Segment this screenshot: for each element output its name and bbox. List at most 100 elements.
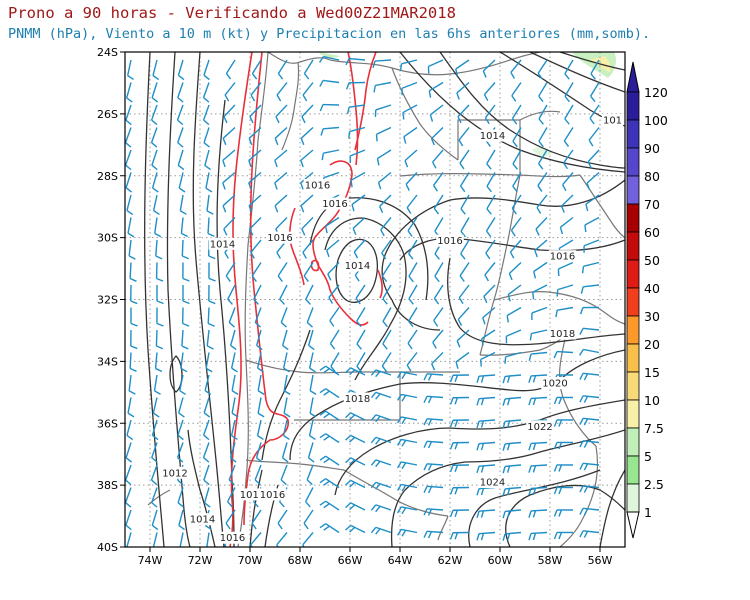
wind-barb	[460, 194, 470, 210]
wind-barb-feather	[502, 398, 506, 406]
wind-barb	[530, 396, 548, 400]
wind-barb	[206, 194, 210, 211]
wind-barb	[180, 352, 184, 369]
wind-barb-feather	[156, 300, 164, 305]
wind-barb-feather	[423, 373, 428, 381]
wind-barb-feather	[370, 369, 377, 376]
wind-barb	[375, 504, 392, 511]
wind-barb	[327, 262, 340, 275]
wind-barb-feather	[319, 455, 327, 461]
wind-barb-feather	[274, 182, 278, 190]
wind-barb	[307, 329, 314, 346]
wind-barb	[126, 419, 132, 436]
wind-barb	[455, 351, 470, 363]
wind-barb	[206, 532, 210, 547]
wind-barb-feather	[579, 485, 584, 493]
wind-barb	[587, 149, 600, 163]
wind-barb	[504, 419, 522, 423]
wind-barb	[583, 348, 600, 354]
isobar-label-bg	[258, 488, 287, 501]
wind-barb-feather	[151, 457, 158, 463]
isobar-label: 1014	[190, 515, 215, 526]
wind-barb	[125, 172, 132, 188]
wind-barb-feather	[127, 232, 135, 238]
precipitation-area	[318, 52, 340, 58]
wind-barb	[407, 217, 418, 232]
wind-barb	[202, 442, 210, 458]
wind-barb	[125, 104, 132, 121]
wind-barb	[401, 461, 418, 466]
wind-barb-feather	[456, 340, 461, 348]
wind-barb	[256, 419, 262, 436]
wind-barb-feather	[581, 266, 585, 274]
wind-barb	[504, 396, 522, 400]
wind-barb-feather	[250, 94, 256, 102]
wind-barb	[583, 417, 600, 421]
wind-barb-feather	[553, 397, 558, 405]
wind-barb-feather	[381, 365, 388, 372]
wind-barb	[557, 306, 574, 311]
lon-tick-label: 68W	[288, 554, 313, 567]
wind-barb-feather	[560, 205, 565, 213]
wind-barb	[564, 82, 574, 97]
wind-barb-feather	[502, 466, 506, 474]
wind-barb	[125, 487, 132, 503]
wind-barb-feather	[480, 338, 484, 346]
wind-barb	[480, 351, 496, 361]
wind-barb-feather	[423, 463, 428, 471]
wind-barb-feather	[274, 205, 279, 213]
wind-barb	[151, 82, 158, 98]
wind-barb	[325, 523, 340, 534]
wind-barb-feather	[249, 228, 254, 236]
wind-barb	[426, 418, 444, 421]
colorbar-swatch	[626, 259, 640, 289]
wind-barb-feather	[323, 435, 330, 441]
wind-barb	[308, 352, 314, 369]
wind-barb-feather	[579, 373, 584, 380]
wind-barb-feather	[177, 142, 184, 148]
wind-barb-feather	[429, 114, 434, 122]
wind-barb	[531, 329, 548, 335]
wind-barb-feather	[224, 252, 229, 259]
colorbar-label: 60	[644, 225, 660, 240]
wind-barb-feather	[553, 351, 558, 359]
wind-barb	[203, 127, 210, 143]
wind-barb-feather	[408, 275, 414, 283]
wind-barb	[561, 194, 574, 207]
wind-barb	[151, 487, 158, 503]
wind-barb-feather	[449, 532, 454, 540]
wind-barb	[531, 351, 548, 355]
wind-barb-feather	[177, 74, 185, 81]
wind-barb	[323, 171, 340, 179]
wind-barb-feather	[276, 544, 279, 547]
wind-barb	[281, 442, 288, 459]
wind-barb-feather	[449, 419, 454, 428]
wind-barb	[478, 509, 496, 512]
wind-barb-feather	[370, 526, 377, 534]
wind-barb	[250, 532, 262, 546]
wind-barb	[538, 104, 548, 120]
wind-barb	[590, 82, 600, 97]
wind-barb-feather	[274, 160, 278, 168]
wind-barb-feather	[407, 230, 413, 237]
wind-barb	[458, 127, 470, 141]
wind-barb-feather	[479, 359, 482, 367]
wind-barb	[486, 194, 496, 210]
wind-barb-feather	[382, 320, 388, 328]
wind-barb	[349, 104, 366, 108]
wind-barb-feather	[528, 510, 532, 518]
wind-barb-feather	[302, 544, 305, 547]
wind-barb-feather	[319, 478, 327, 484]
wind-barb	[306, 464, 314, 481]
wind-barb	[431, 126, 444, 140]
wind-barb-feather	[151, 97, 159, 103]
wind-barb-feather	[553, 532, 558, 540]
wind-barb-feather	[300, 205, 305, 213]
wind-barb-feather	[177, 164, 185, 171]
wind-barb-feather	[397, 484, 402, 491]
wind-barb	[378, 171, 392, 184]
wind-barb-feather	[177, 434, 184, 441]
wind-barb-feather	[257, 435, 264, 441]
wind-barb-feather	[532, 465, 537, 473]
wind-barb	[277, 262, 288, 277]
